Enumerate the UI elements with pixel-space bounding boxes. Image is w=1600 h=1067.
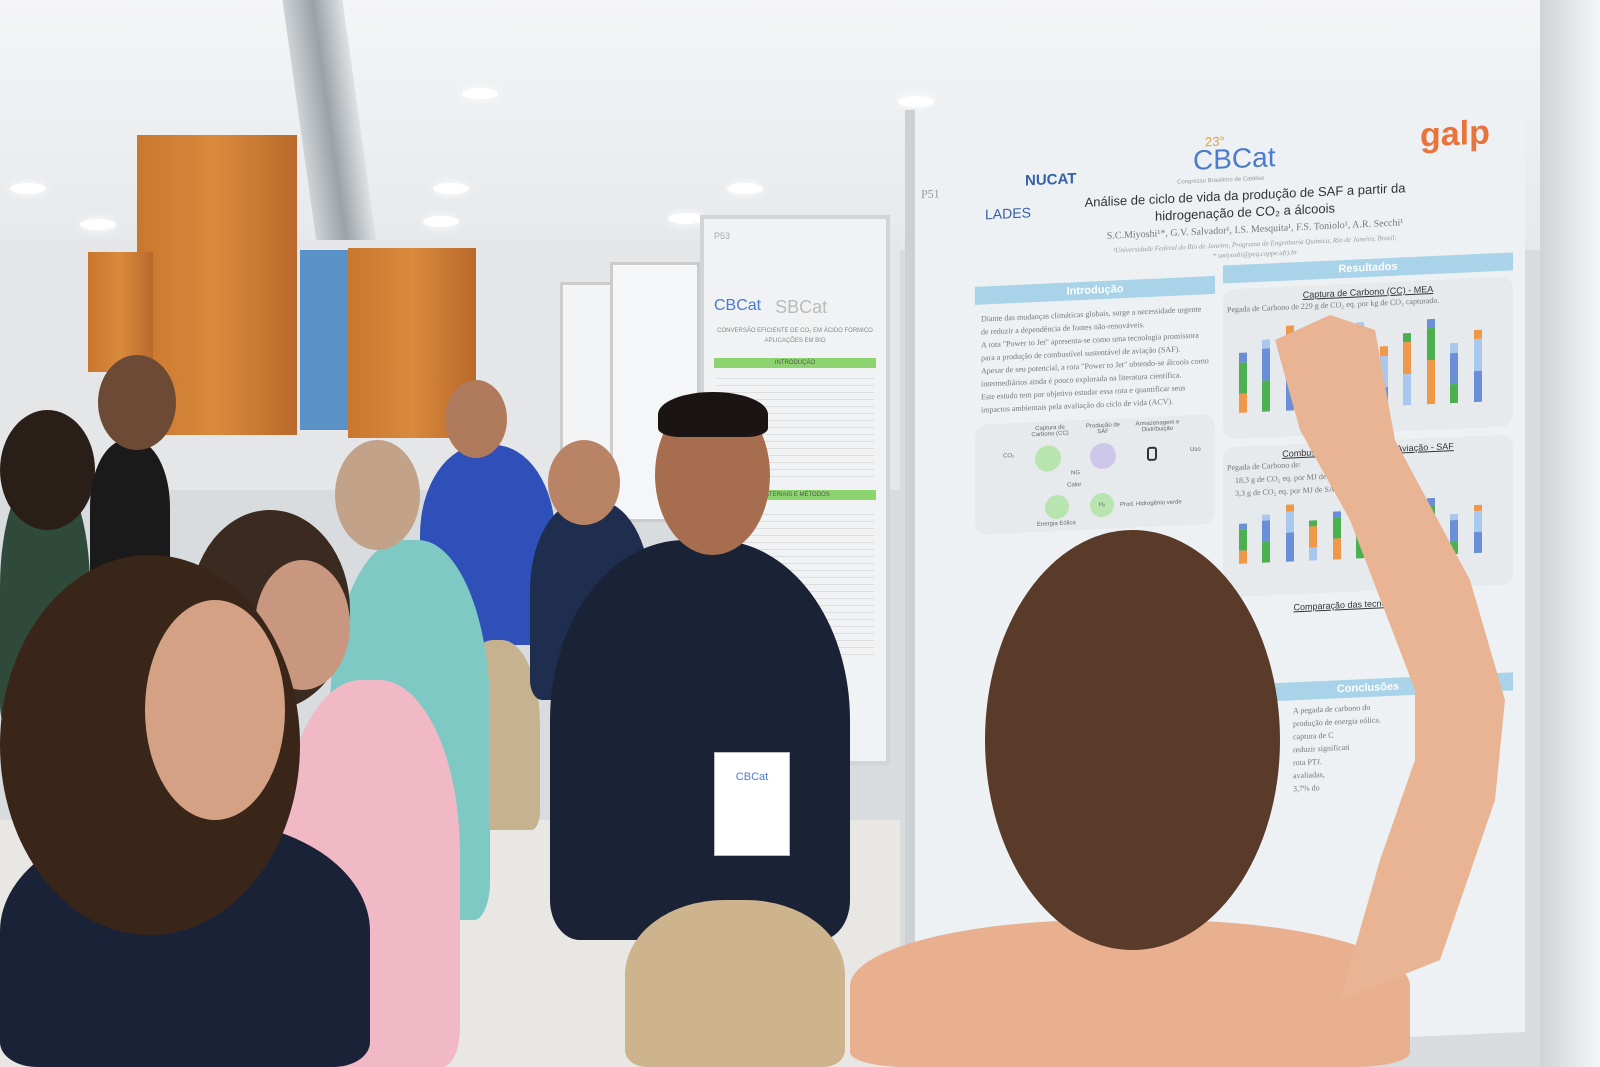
poster-frame-edge — [1540, 0, 1600, 1067]
poster-number: P53 — [714, 231, 731, 241]
ceiling-light — [898, 96, 934, 107]
student-hair — [658, 392, 768, 437]
arm-shape — [1275, 315, 1505, 1000]
blue-wall — [300, 250, 348, 430]
ceiling-light — [80, 219, 116, 230]
wood-panel — [88, 252, 153, 372]
presenter-hair — [985, 530, 1280, 950]
sbcat-logo: SBCat — [775, 297, 828, 317]
student-navy-tshirt — [550, 540, 850, 940]
ceiling-light — [668, 213, 704, 224]
person-head — [98, 355, 176, 450]
ceiling-light — [10, 183, 46, 194]
woman-face — [145, 600, 285, 820]
ceiling-light — [433, 183, 469, 194]
poster-subtitle: APLICAÇÕES EM BIO — [764, 338, 826, 344]
person-head — [0, 410, 95, 530]
cbcat-logo: CBCat — [714, 297, 762, 314]
section-methods: MATERIAIS E MÉTODOS — [714, 490, 876, 500]
ceiling-light — [462, 88, 498, 99]
section-introduction: INTRODUÇÃO — [714, 358, 876, 368]
ceiling-light — [727, 183, 763, 194]
person-head — [335, 440, 420, 550]
name-badge: CBCat — [714, 752, 790, 856]
poster-title: CONVERSÃO EFICIENTE DE CO₂ EM ÁCIDO FÓRM… — [717, 328, 873, 334]
ceiling-light — [423, 216, 459, 227]
student-khaki-pants — [625, 900, 845, 1067]
person-head — [548, 440, 620, 525]
person-head — [445, 380, 507, 458]
